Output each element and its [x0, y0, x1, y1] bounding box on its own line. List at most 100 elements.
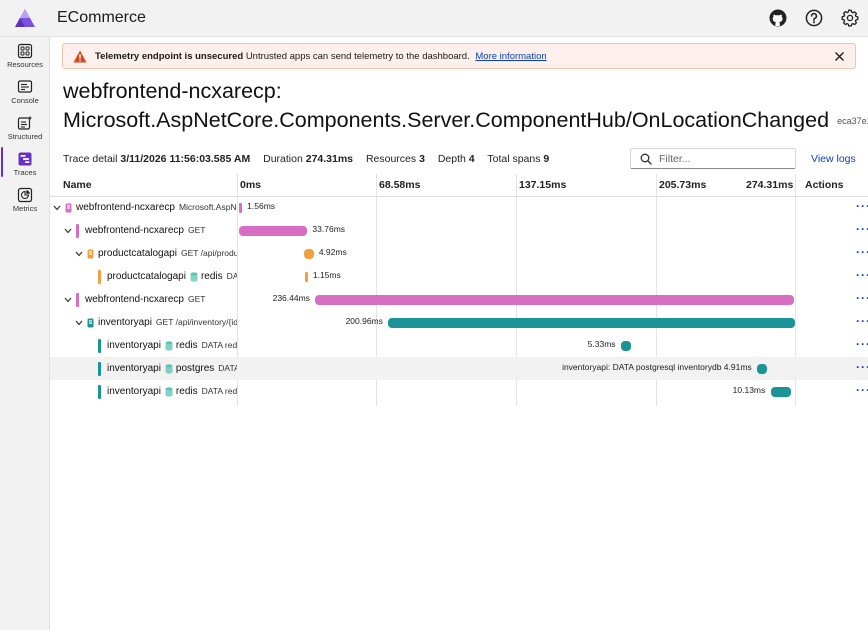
- span-bar[interactable]: [314, 295, 794, 305]
- span-description: Microsoft.AspNetCore.Components.Server.C…: [178, 202, 237, 212]
- span-description: DATA postgresql inventorydb: [218, 363, 237, 373]
- span-duration-label: 10.13ms: [732, 385, 766, 395]
- sidebar: Resources Console Structured Traces: [0, 37, 50, 630]
- sidebar-active-indicator: [1, 147, 3, 177]
- depth-label: Depth: [437, 153, 466, 165]
- span-bar[interactable]: [770, 387, 792, 397]
- tick-label: 274.31ms: [746, 179, 794, 191]
- chevron-down-icon[interactable]: [64, 297, 72, 303]
- span-service-name: inventoryapi: [107, 363, 161, 374]
- span-actions-button[interactable]: ···: [856, 291, 868, 305]
- help-icon[interactable]: [804, 8, 824, 28]
- page-title: webfrontend-ncxarecp: Microsoft.AspNetCo…: [63, 77, 868, 136]
- sidebar-item-console[interactable]: Console: [0, 76, 50, 110]
- structured-icon: [17, 115, 33, 130]
- span-actions-button[interactable]: ···: [856, 199, 868, 213]
- chevron-down-icon[interactable]: [53, 205, 61, 211]
- sidebar-item-resources[interactable]: Resources: [0, 40, 50, 74]
- column-divider: [656, 174, 657, 406]
- span-service-name: webfrontend-ncxarecp: [85, 294, 184, 305]
- span-duration-label: inventoryapi: DATA postgresql inventoryd…: [562, 362, 752, 372]
- span-service-name: inventoryapi: [107, 386, 161, 397]
- service-icon: [87, 249, 94, 258]
- span-description: DATA redis: [201, 386, 237, 396]
- span-bar[interactable]: [620, 341, 632, 351]
- chevron-down-icon[interactable]: [64, 228, 72, 234]
- total-spans-label: Total spans: [487, 153, 541, 165]
- database-icon: [190, 271, 198, 282]
- chevron-down-icon[interactable]: [75, 320, 83, 326]
- column-divider: [376, 174, 377, 406]
- span-name-cell: webfrontend-ncxarecp GET: [64, 219, 237, 242]
- sidebar-item-structured[interactable]: Structured: [0, 112, 50, 146]
- trace-grid: Name 0ms 68.58ms 137.15ms 205.73ms 274.3…: [50, 174, 868, 406]
- view-logs-link[interactable]: View logs: [811, 153, 856, 165]
- console-icon: [17, 80, 33, 93]
- span-row[interactable]: inventoryapi GET /api/inventory/{id} 200.9…: [50, 311, 868, 334]
- span-bar[interactable]: [304, 272, 308, 282]
- banner-text: Telemetry endpoint is unsecured Untruste…: [95, 51, 547, 62]
- actions-column-header: Actions: [805, 179, 844, 191]
- more-information-link[interactable]: More information: [475, 51, 547, 62]
- span-actions-button[interactable]: ···: [856, 337, 868, 351]
- span-actions-button[interactable]: ···: [856, 383, 868, 397]
- span-row[interactable]: webfrontend-ncxarecpMicrosoft.AspNetCore…: [50, 196, 868, 219]
- span-actions-button[interactable]: ···: [856, 245, 868, 259]
- column-divider: [516, 174, 517, 406]
- span-actions-button[interactable]: ···: [856, 360, 868, 374]
- sidebar-item-label: Traces: [13, 168, 37, 177]
- sidebar-item-metrics[interactable]: Metrics: [0, 184, 50, 218]
- trace-summary: Trace detail 3/11/2026 11:56:03.585 AM D…: [63, 153, 559, 165]
- github-icon[interactable]: [768, 8, 788, 28]
- span-bar[interactable]: [303, 249, 314, 259]
- resources-label: Resources: [365, 153, 417, 165]
- trace-detail-label: Trace detail: [63, 153, 118, 165]
- resources-icon: [17, 43, 33, 59]
- close-icon[interactable]: [834, 51, 845, 62]
- span-bar[interactable]: [757, 364, 767, 374]
- span-name-cell: inventoryapi GET /api/inventory/{id}: [75, 311, 237, 334]
- database-icon: [165, 340, 173, 351]
- app-title: ECommerce: [57, 9, 146, 26]
- total-spans-value: 9: [543, 153, 550, 165]
- database-icon: [165, 386, 173, 397]
- span-bar[interactable]: [239, 226, 308, 236]
- settings-icon[interactable]: [840, 8, 860, 28]
- span-color-bar: [98, 338, 101, 353]
- span-service-name: productcatalogapi: [98, 248, 177, 259]
- span-bar[interactable]: [239, 203, 243, 213]
- span-actions-button[interactable]: ···: [856, 268, 868, 282]
- span-color-bar: [98, 384, 101, 399]
- aspire-logo-icon[interactable]: [14, 8, 36, 28]
- span-description: GET: [187, 225, 206, 235]
- span-name-cell: webfrontend-ncxarecpMicrosoft.AspNetCore…: [53, 196, 237, 219]
- span-actions-button[interactable]: ···: [856, 314, 868, 328]
- filter-input[interactable]: [659, 151, 789, 166]
- span-duration-label: 1.15ms: [312, 270, 341, 280]
- trace-title-text: webfrontend-ncxarecp: Microsoft.AspNetCo…: [63, 79, 830, 132]
- sidebar-item-traces[interactable]: Traces: [0, 148, 50, 182]
- span-bar[interactable]: [387, 318, 795, 328]
- banner-message: Untrusted apps can send telemetry to the…: [245, 51, 470, 62]
- span-color-bar: [76, 223, 79, 238]
- span-actions-button[interactable]: ···: [856, 222, 868, 236]
- chevron-down-icon[interactable]: [75, 251, 83, 257]
- duration-label: Duration: [263, 153, 303, 165]
- header-separator: [50, 196, 868, 197]
- name-column-header[interactable]: Name: [63, 179, 92, 191]
- span-duration-label: 1.56ms: [247, 201, 276, 211]
- span-db-name: redis: [200, 271, 223, 282]
- tick-label: 137.15ms: [519, 179, 567, 191]
- resources-value: 3: [419, 153, 425, 165]
- span-description: GET /api/productcatalog: [180, 248, 237, 258]
